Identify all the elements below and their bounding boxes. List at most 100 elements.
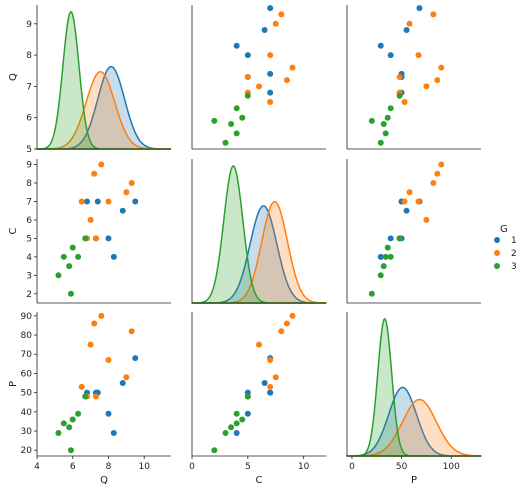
point-C-Q-20 [211, 117, 218, 124]
legend-item-3: 3 [494, 262, 517, 272]
x-tick-label-Q-6: 6 [70, 462, 76, 472]
point-P-C-12 [423, 216, 430, 223]
point-P-Q-16 [396, 74, 403, 80]
y-tick-label-C-3: 3 [26, 271, 32, 281]
point-Q-P-22 [75, 410, 82, 417]
y-tick-label-Q-9: 9 [26, 20, 32, 30]
point-C-P-2 [233, 429, 240, 436]
point-P-Q-21 [384, 114, 391, 121]
y-tick-label-Q-6: 6 [26, 114, 32, 124]
point-P-Q-17 [377, 139, 384, 146]
point-P-C-18 [382, 253, 389, 260]
y-tick-label-C-2: 2 [26, 290, 32, 300]
point-Q-C-17 [55, 272, 62, 279]
x-tick-label-Q-4: 4 [34, 462, 40, 472]
point-Q-C-11 [123, 189, 130, 196]
point-C-Q-16 [244, 74, 251, 80]
point-Q-P-8 [91, 320, 98, 327]
point-C-Q-13 [267, 52, 274, 59]
legend-marker-2 [494, 250, 500, 256]
point-C-P-19 [228, 424, 235, 431]
y-tick-label-C-8: 8 [26, 179, 32, 189]
point-C-P-5 [261, 380, 268, 387]
point-Q-P-23 [82, 393, 89, 400]
point-P-Q-20 [368, 117, 375, 124]
point-Q-C-22 [75, 253, 82, 260]
point-C-P-11 [272, 374, 279, 381]
point-Q-P-20 [67, 447, 74, 454]
panel-C-vs-C [191, 159, 327, 304]
point-P-Q-19 [380, 120, 387, 127]
point-C-Q-2 [233, 42, 240, 49]
point-P-C-10 [430, 180, 437, 186]
point-Q-C-20 [67, 290, 74, 297]
point-C-Q-9 [289, 64, 296, 71]
point-P-Q-9 [438, 64, 445, 71]
y-axis-label-Q: Q [8, 73, 19, 81]
point-Q-C-5 [119, 207, 126, 214]
point-Q-C-2 [110, 253, 117, 260]
panel-Q-vs-Q: 5 6 7 8 9 Q [8, 5, 172, 155]
point-Q-C-16 [92, 235, 99, 242]
point-C-P-14 [267, 383, 274, 390]
point-C-P-21 [239, 416, 246, 423]
point-Q-P-19 [66, 424, 73, 431]
point-P-Q-22 [387, 105, 394, 112]
legend-item-2: 2 [494, 249, 517, 259]
point-Q-C-18 [60, 253, 67, 260]
y-tick-label-C-4: 4 [26, 253, 32, 263]
point-P-C-17 [377, 272, 384, 279]
point-Q-P-4 [105, 410, 112, 417]
point-P-C-8 [434, 170, 441, 177]
legend-item-1: 1 [494, 236, 517, 246]
point-P-C-22 [387, 253, 394, 260]
x-axis-label-Q: Q [100, 475, 108, 486]
y-tick-label-P-30: 30 [21, 427, 33, 437]
point-P-C-21 [384, 244, 391, 251]
point-C-Q-4 [244, 52, 251, 59]
legend-label-1: 1 [511, 236, 517, 246]
x-tick-label-Q-8: 8 [106, 462, 112, 472]
point-P-Q-10 [430, 11, 437, 18]
legend-label-3: 3 [511, 262, 517, 272]
y-tick-label-P-20: 20 [21, 446, 33, 456]
point-Q-C-12 [87, 216, 94, 223]
point-Q-P-10 [128, 328, 135, 335]
point-C-Q-3 [267, 89, 274, 96]
legend-label-2: 2 [511, 249, 517, 259]
point-P-C-20 [368, 290, 375, 297]
x-axis-label-C: C [256, 475, 263, 486]
point-Q-C-4 [105, 235, 112, 242]
y-tick-label-C-9: 9 [26, 161, 32, 171]
y-tick-label-P-80: 80 [21, 331, 33, 341]
point-P-Q-23 [396, 92, 403, 99]
y-tick-label-C-5: 5 [26, 234, 32, 244]
point-Q-P-2 [110, 429, 117, 436]
point-Q-P-13 [105, 357, 112, 363]
point-Q-C-8 [91, 170, 98, 177]
point-Q-P-14 [78, 383, 85, 390]
x-tick-label-P-100: 100 [443, 462, 460, 472]
y-tick-label-P-70: 70 [21, 350, 33, 360]
y-tick-label-Q-5: 5 [26, 145, 32, 155]
point-P-C-19 [380, 263, 387, 270]
point-C-Q-12 [256, 83, 262, 90]
point-C-Q-11 [272, 20, 279, 27]
x-tick-label-C-5: 5 [245, 462, 251, 472]
point-P-Q-2 [377, 42, 384, 49]
point-C-P-12 [256, 341, 262, 348]
point-Q-P-12 [87, 341, 94, 348]
point-Q-P-1 [132, 355, 139, 362]
panel-C-vs-Q: 2 3 4 5 6 7 8 9 C [8, 159, 171, 304]
legend-marker-1 [494, 237, 500, 243]
kde-P-group-2 [346, 398, 482, 457]
legend: G 1 2 3 [494, 224, 517, 272]
point-C-Q-1 [267, 5, 274, 12]
x-tick-label-C-0: 0 [189, 462, 195, 472]
point-C-Q-22 [233, 105, 240, 112]
point-C-P-22 [233, 410, 240, 417]
point-C-Q-14 [267, 99, 274, 106]
legend-title: G [500, 224, 508, 235]
y-tick-label-P-40: 40 [21, 408, 33, 418]
